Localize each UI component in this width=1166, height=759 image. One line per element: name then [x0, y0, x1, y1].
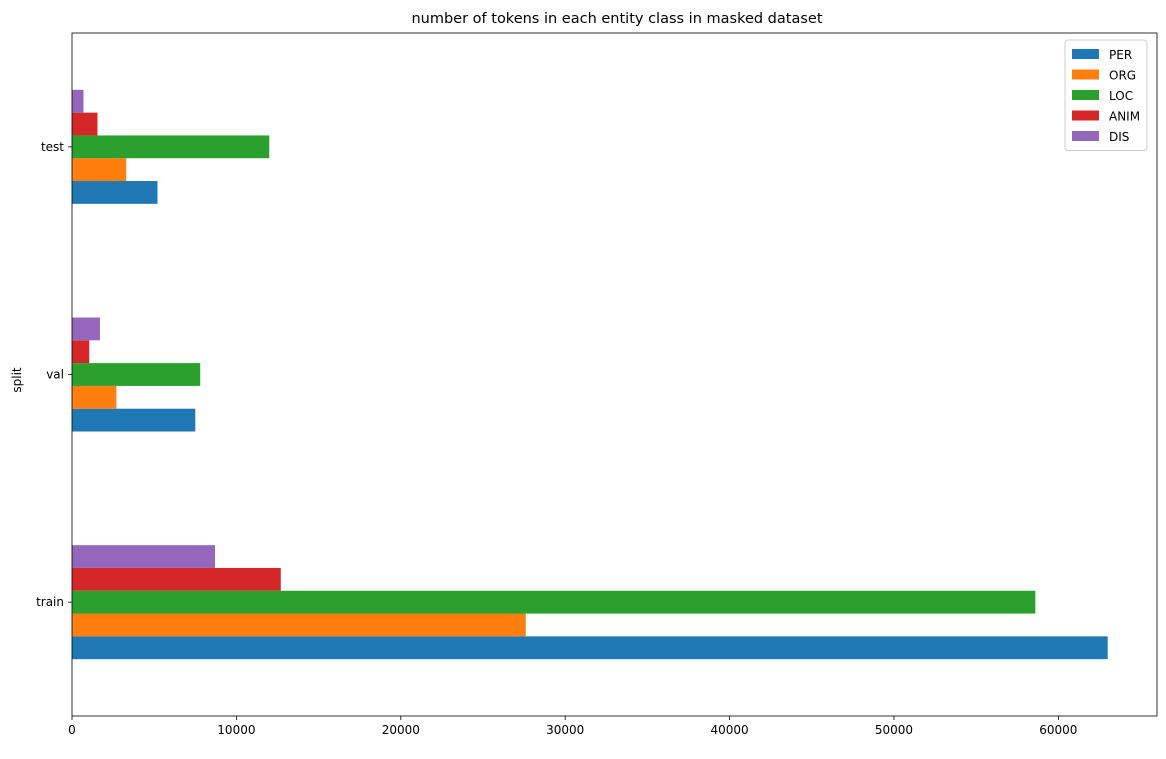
legend-label-dis: DIS: [1109, 130, 1129, 144]
y-tick-label-train: train: [36, 595, 64, 609]
bar-train-anim: [72, 567, 281, 591]
x-tick-label: 30000: [546, 723, 584, 737]
legend-swatch-org: [1072, 69, 1099, 80]
legend: PER ORG LOC ANIM DIS: [1064, 39, 1148, 151]
bar-val-per: [72, 408, 196, 432]
legend-label-org: ORG: [1109, 69, 1136, 83]
bar-test-per: [72, 181, 158, 204]
bar-val-org: [72, 385, 117, 409]
x-tick-label: 60000: [1039, 723, 1077, 737]
x-tick-label: 20000: [382, 723, 420, 737]
x-tick-label: 10000: [217, 723, 255, 737]
bar-val-anim: [72, 340, 90, 364]
bar-test-dis: [72, 89, 84, 113]
bar-val-loc: [72, 363, 201, 386]
chart-title: number of tokens in each entity class in…: [411, 11, 822, 27]
legend-swatch-per: [1072, 49, 1099, 59]
x-tick-label: 50000: [875, 723, 913, 737]
axes-group: 0 10000 20000 30000 40000 50000 60000 train val t…: [36, 32, 1158, 737]
bar-train-dis: [72, 545, 216, 568]
legend-box: [1064, 39, 1148, 151]
bar-train-per: [72, 636, 1108, 660]
bars-group: [72, 89, 1108, 660]
legend-swatch-anim: [1072, 110, 1099, 121]
bar-train-loc: [72, 590, 1036, 614]
bar-test-org: [72, 158, 127, 182]
legend-label-anim: ANIM: [1109, 110, 1140, 124]
bar-train-org: [72, 613, 526, 637]
x-tick-label: 0: [68, 723, 76, 737]
x-tick-label: 40000: [710, 723, 748, 737]
bar-test-loc: [72, 135, 270, 159]
legend-swatch-dis: [1072, 131, 1099, 141]
bar-val-dis: [72, 317, 100, 341]
legend-swatch-loc: [1072, 90, 1099, 100]
y-tick-label-test: test: [41, 140, 64, 154]
legend-label-per: PER: [1109, 48, 1132, 62]
y-axis-label: split: [10, 367, 24, 393]
bar-test-anim: [72, 112, 98, 136]
y-tick-label-val: val: [46, 368, 64, 382]
legend-label-loc: LOC: [1109, 89, 1133, 103]
